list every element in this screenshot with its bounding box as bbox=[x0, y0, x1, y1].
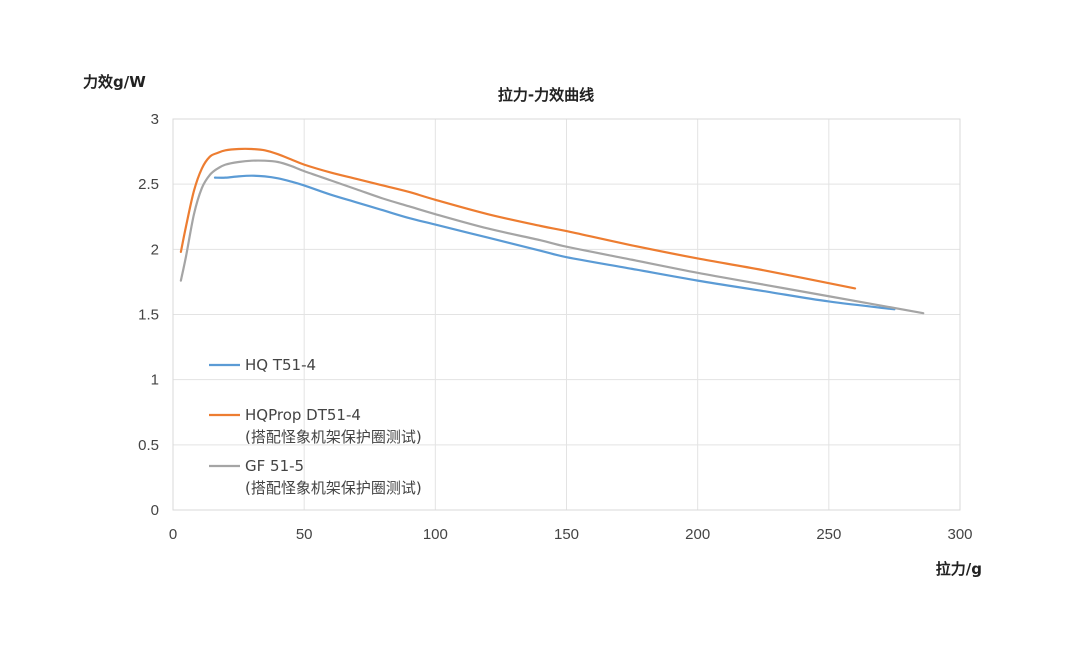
chart-title: 拉力-力效曲线 bbox=[498, 86, 594, 104]
x-tick-label: 150 bbox=[554, 526, 579, 543]
y-tick-label: 0.5 bbox=[138, 437, 159, 454]
series-line-gf-51-5 bbox=[179, 159, 925, 315]
x-axis-title: 拉力/g bbox=[936, 560, 982, 578]
plot-area bbox=[172, 118, 961, 511]
y-tick-label: 2.5 bbox=[138, 176, 159, 193]
y-tick-label: 1.5 bbox=[138, 307, 159, 324]
x-tick-label: 200 bbox=[685, 526, 710, 543]
x-tick-label: 0 bbox=[169, 526, 177, 543]
x-tick-label: 250 bbox=[816, 526, 841, 543]
legend-label-hq-t51-4: HQ T51-4 bbox=[245, 356, 316, 374]
y-tick-label: 0 bbox=[151, 502, 159, 519]
legend-label-hqprop-dt51-4: HQProp DT51-4 bbox=[245, 406, 361, 424]
x-axis-ticks: 0 50 100 150 200 250 300 bbox=[169, 526, 973, 543]
y-tick-label: 2 bbox=[151, 241, 159, 258]
y-tick-label: 3 bbox=[151, 111, 159, 128]
series-line-hqprop-dt51-4 bbox=[179, 147, 857, 290]
x-tick-label: 100 bbox=[423, 526, 448, 543]
x-tick-label: 50 bbox=[296, 526, 313, 543]
y-axis-title: 力效g/W bbox=[83, 73, 146, 91]
grid bbox=[172, 118, 961, 511]
series-line-hq-t51-4 bbox=[213, 174, 896, 311]
x-tick-label: 300 bbox=[947, 526, 972, 543]
y-tick-label: 1 bbox=[151, 372, 159, 389]
legend: HQ T51-4 HQProp DT51-4 (搭配怪象机架保护圈测试) GF 51-… bbox=[209, 356, 422, 497]
legend-label-note: (搭配怪象机架保护圈测试) bbox=[245, 428, 422, 446]
y-axis-ticks: 0 0.5 1 1.5 2 2.5 3 bbox=[138, 111, 159, 519]
legend-label-note: (搭配怪象机架保护圈测试) bbox=[245, 479, 422, 497]
legend-label-gf-51-5: GF 51-5 bbox=[245, 457, 304, 475]
series-lines bbox=[179, 147, 925, 315]
